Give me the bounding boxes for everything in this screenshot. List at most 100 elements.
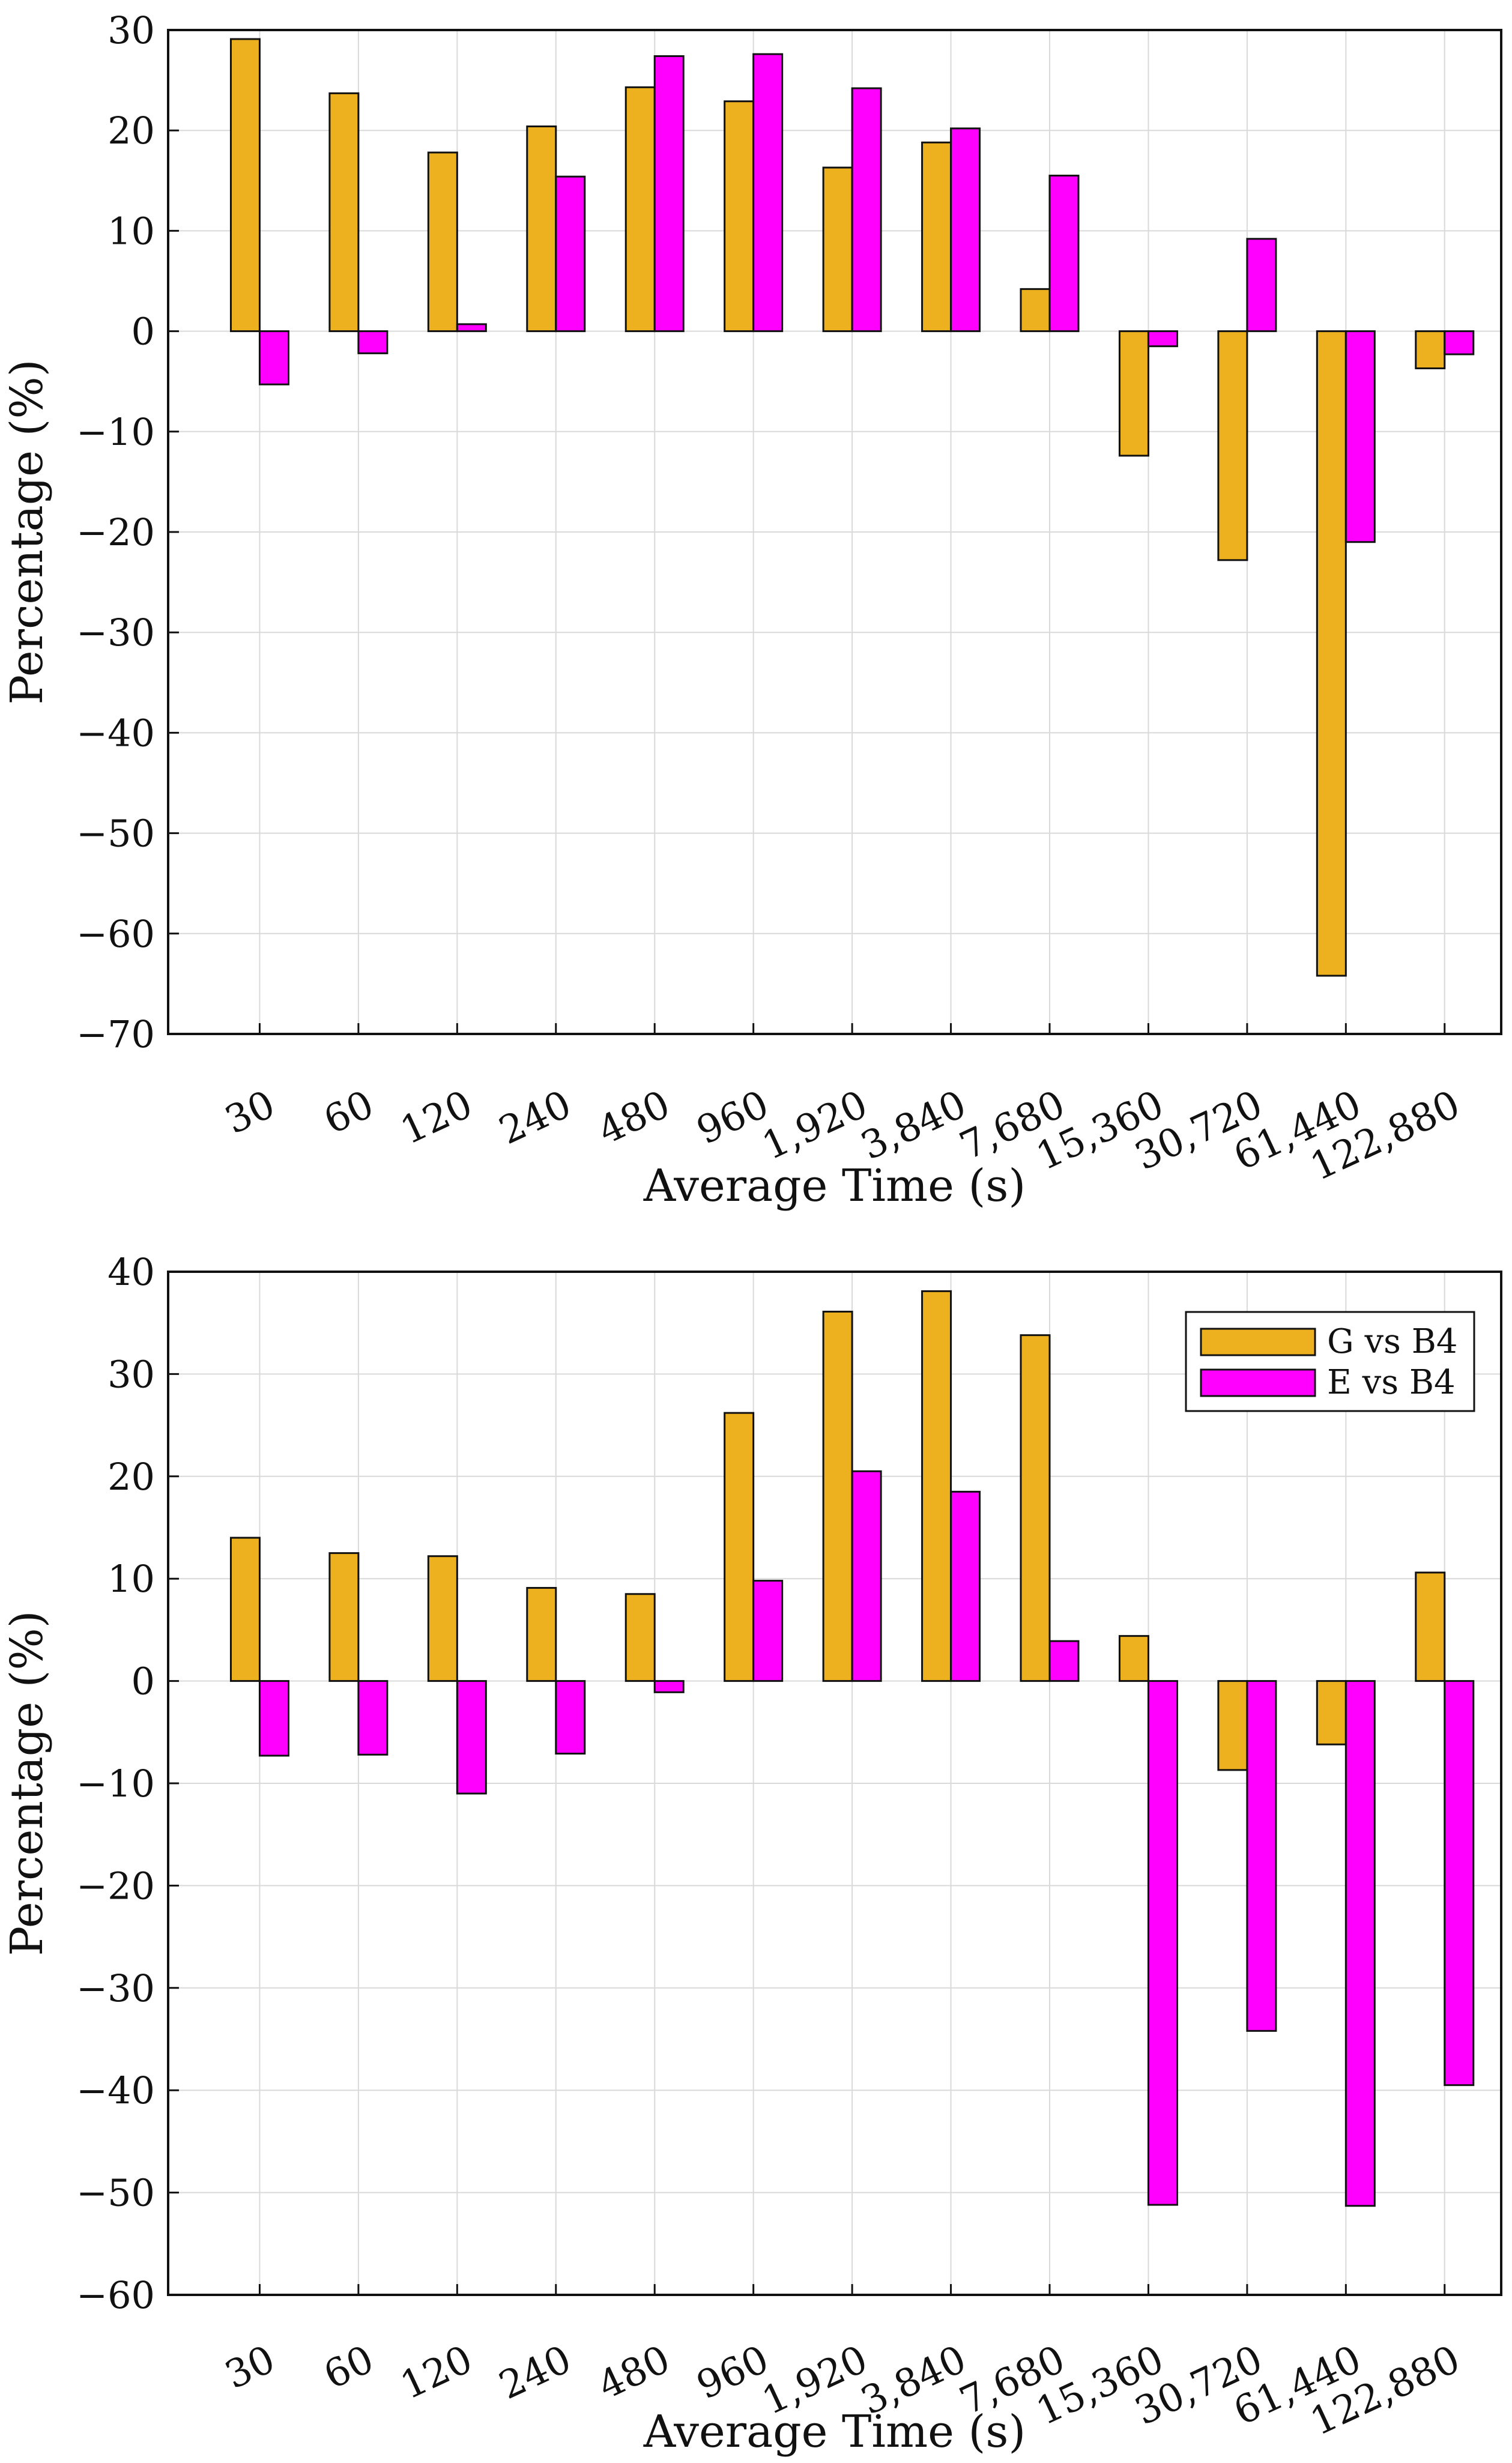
bar-e-vs-b4 bbox=[752, 53, 784, 333]
x-tick-label: 240 bbox=[493, 2337, 578, 2408]
bar-g-vs-b4 bbox=[427, 1555, 458, 1682]
bar-g-vs-b4 bbox=[1217, 1680, 1248, 1771]
x-axis-label: Average Time (s) bbox=[643, 2406, 1026, 2458]
y-tick-label: 0 bbox=[132, 310, 155, 354]
bar-g-vs-b4 bbox=[526, 1587, 557, 1682]
y-tick-label: −40 bbox=[76, 2069, 155, 2112]
bar-g-vs-b4 bbox=[624, 1593, 656, 1682]
legend-swatch-e-vs-b4 bbox=[1200, 1368, 1316, 1397]
bar-g-vs-b4 bbox=[427, 151, 458, 333]
bar-g-vs-b4 bbox=[1118, 330, 1149, 457]
bar-g-vs-b4 bbox=[1020, 1334, 1051, 1682]
axes-frame bbox=[167, 1271, 1502, 2296]
y-tick-label: 0 bbox=[132, 1660, 155, 1703]
x-tick-label: 480 bbox=[591, 1082, 677, 1153]
bar-e-vs-b4 bbox=[1444, 330, 1475, 355]
bar-e-vs-b4 bbox=[653, 1680, 685, 1693]
x-tick-label: 120 bbox=[394, 2337, 479, 2408]
y-tick-label: −10 bbox=[76, 1762, 155, 1806]
bar-g-vs-b4 bbox=[1415, 1571, 1446, 1682]
bar-e-vs-b4 bbox=[1344, 1680, 1376, 2207]
bar-g-vs-b4 bbox=[1217, 330, 1248, 561]
bar-g-vs-b4 bbox=[229, 38, 261, 333]
legend-swatch-g-vs-b4 bbox=[1200, 1328, 1316, 1356]
bar-g-vs-b4 bbox=[1316, 330, 1347, 977]
bar-g-vs-b4 bbox=[328, 92, 360, 333]
y-tick-label: 20 bbox=[107, 109, 155, 153]
bar-e-vs-b4 bbox=[258, 330, 289, 385]
y-tick-label: 10 bbox=[107, 1557, 155, 1601]
y-tick-label: 40 bbox=[107, 1250, 155, 1294]
bar-e-vs-b4 bbox=[1147, 1680, 1178, 2206]
y-tick-label: −10 bbox=[76, 410, 155, 454]
bar-e-vs-b4 bbox=[752, 1580, 784, 1682]
x-tick-label: 1,920 bbox=[756, 1082, 874, 1168]
y-tick-label: −20 bbox=[76, 510, 155, 554]
y-tick-label: 30 bbox=[107, 8, 155, 52]
bar-e-vs-b4 bbox=[1048, 174, 1080, 333]
y-tick-label: −60 bbox=[76, 2273, 155, 2317]
y-tick-label: −30 bbox=[76, 611, 155, 654]
legend-label: E vs B4 bbox=[1327, 1363, 1456, 1402]
y-tick-label: −50 bbox=[76, 812, 155, 856]
bar-g-vs-b4 bbox=[724, 1412, 755, 1682]
y-tick-label: −30 bbox=[76, 1966, 155, 2010]
bar-g-vs-b4 bbox=[229, 1537, 261, 1682]
y-tick-label: −70 bbox=[76, 1012, 155, 1056]
x-tick-label: 480 bbox=[591, 2337, 677, 2408]
bar-g-vs-b4 bbox=[921, 141, 952, 333]
bar-e-vs-b4 bbox=[456, 323, 487, 333]
bar-g-vs-b4 bbox=[328, 1552, 360, 1682]
bar-g-vs-b4 bbox=[822, 166, 853, 333]
bar-g-vs-b4 bbox=[921, 1290, 952, 1682]
bar-e-vs-b4 bbox=[653, 55, 685, 333]
chart-bottom: 40 30 20 10 0 −10 −20 −30 −40 −50 −60 30 60 120 240 480… bbox=[1, 1250, 1502, 2458]
bar-e-vs-b4 bbox=[1246, 1680, 1277, 2032]
x-axis-label: Average Time (s) bbox=[643, 1160, 1026, 1212]
axes-frame bbox=[167, 29, 1502, 1035]
bar-g-vs-b4 bbox=[1415, 330, 1446, 369]
x-tick-label: 60 bbox=[318, 1082, 381, 1143]
bar-e-vs-b4 bbox=[950, 1490, 981, 1682]
bar-g-vs-b4 bbox=[822, 1310, 853, 1682]
bar-e-vs-b4 bbox=[456, 1680, 487, 1795]
y-tick-label: 20 bbox=[107, 1455, 155, 1499]
x-tick-label: 30 bbox=[219, 1082, 282, 1143]
x-tick-label: 240 bbox=[493, 1082, 578, 1153]
bar-e-vs-b4 bbox=[1344, 330, 1376, 543]
bar-e-vs-b4 bbox=[357, 330, 389, 354]
x-tick-label: 30 bbox=[219, 2337, 282, 2398]
x-tick-label: 3,840 bbox=[854, 1082, 973, 1168]
chart-top: 30 20 10 0 −10 −20 −30 −40 −50 −60 −70 30 60 120 240 48… bbox=[1, 8, 1502, 1212]
y-axis-label: Percentage (%) bbox=[1, 359, 53, 704]
y-tick-label: −60 bbox=[76, 912, 155, 956]
legend-label: G vs B4 bbox=[1327, 1322, 1458, 1361]
bar-e-vs-b4 bbox=[1246, 238, 1277, 333]
bar-e-vs-b4 bbox=[950, 127, 981, 333]
bar-e-vs-b4 bbox=[1147, 330, 1178, 348]
y-tick-label: 30 bbox=[107, 1352, 155, 1396]
bar-e-vs-b4 bbox=[851, 87, 882, 333]
y-tick-label: −20 bbox=[76, 1864, 155, 1908]
bar-e-vs-b4 bbox=[555, 1680, 586, 1755]
x-tick-label: 60 bbox=[318, 2337, 381, 2398]
bar-e-vs-b4 bbox=[357, 1680, 389, 1756]
bar-g-vs-b4 bbox=[624, 86, 656, 333]
bar-g-vs-b4 bbox=[1118, 1635, 1149, 1682]
x-tick-label: 120 bbox=[394, 1082, 479, 1153]
bar-g-vs-b4 bbox=[1020, 288, 1051, 333]
y-tick-label: 10 bbox=[107, 209, 155, 253]
bar-g-vs-b4 bbox=[724, 100, 755, 333]
y-axis-label: Percentage (%) bbox=[1, 1610, 53, 1956]
y-tick-label: −50 bbox=[76, 2171, 155, 2215]
bar-e-vs-b4 bbox=[851, 1470, 882, 1682]
bar-g-vs-b4 bbox=[1316, 1680, 1347, 1745]
bar-e-vs-b4 bbox=[1444, 1680, 1475, 2087]
y-tick-label: −40 bbox=[76, 711, 155, 755]
bar-e-vs-b4 bbox=[1048, 1640, 1080, 1682]
bar-e-vs-b4 bbox=[555, 175, 586, 333]
bar-e-vs-b4 bbox=[258, 1680, 289, 1757]
bar-g-vs-b4 bbox=[526, 125, 557, 333]
